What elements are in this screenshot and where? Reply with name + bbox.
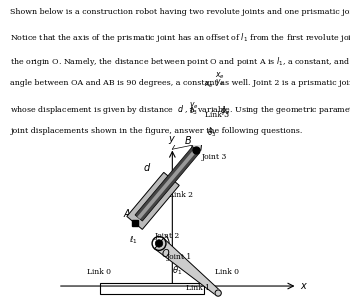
Text: Link 1: Link 1 <box>186 284 210 292</box>
Text: Joint 1: Joint 1 <box>167 253 192 261</box>
Text: Joint 2: Joint 2 <box>155 232 180 240</box>
Text: $\ell_1$: $\ell_1$ <box>128 234 137 246</box>
Text: $B$: $B$ <box>184 134 192 146</box>
Text: joint displacements shown in the figure, answer the following questions.: joint displacements shown in the figure,… <box>10 127 303 135</box>
Text: Link 2: Link 2 <box>169 191 192 199</box>
Text: Shown below is a construction robot having two revolute joints and one prismatic: Shown below is a construction robot havi… <box>10 8 350 15</box>
Text: Link 3: Link 3 <box>204 111 229 119</box>
Text: $x_e$: $x_e$ <box>216 70 225 81</box>
Polygon shape <box>135 146 200 221</box>
Text: Notice that the axis of the prismatic joint has an offset of $l_1$ from the firs: Notice that the axis of the prismatic jo… <box>10 31 350 44</box>
Text: whose displacement is given by distance  $d$ , a variable. Using the geometric p: whose displacement is given by distance … <box>10 103 350 116</box>
Text: $x_e$: $x_e$ <box>204 80 214 90</box>
Circle shape <box>155 240 163 247</box>
Text: $\theta_3$: $\theta_3$ <box>207 126 217 139</box>
Text: Joint 3: Joint 3 <box>202 153 227 161</box>
Polygon shape <box>191 102 206 150</box>
Text: $y$: $y$ <box>168 134 176 146</box>
Text: angle between OA and AB is 90 degrees, a constant as well. Joint 2 is a prismati: angle between OA and AB is 90 degrees, a… <box>10 79 350 87</box>
Polygon shape <box>127 172 179 230</box>
Polygon shape <box>155 238 220 295</box>
Text: $x$: $x$ <box>300 281 308 291</box>
Text: $y_e$: $y_e$ <box>216 77 225 88</box>
Text: $A$: $A$ <box>123 207 131 219</box>
Text: Link 0: Link 0 <box>87 268 111 276</box>
Text: $\theta_1$: $\theta_1$ <box>172 265 182 277</box>
Text: $y_e$: $y_e$ <box>189 100 199 111</box>
Text: $\phi_e$: $\phi_e$ <box>220 104 231 117</box>
Text: $d$: $d$ <box>144 161 152 173</box>
Text: $O$: $O$ <box>161 247 170 259</box>
Text: $\ell_3$: $\ell_3$ <box>189 106 197 117</box>
Polygon shape <box>137 148 198 219</box>
Circle shape <box>215 290 221 296</box>
Polygon shape <box>100 283 204 294</box>
Text: Link 0: Link 0 <box>215 268 239 276</box>
Text: the origin O. Namely, the distance between point O and point A is $l_1$, a const: the origin O. Namely, the distance betwe… <box>10 55 350 68</box>
